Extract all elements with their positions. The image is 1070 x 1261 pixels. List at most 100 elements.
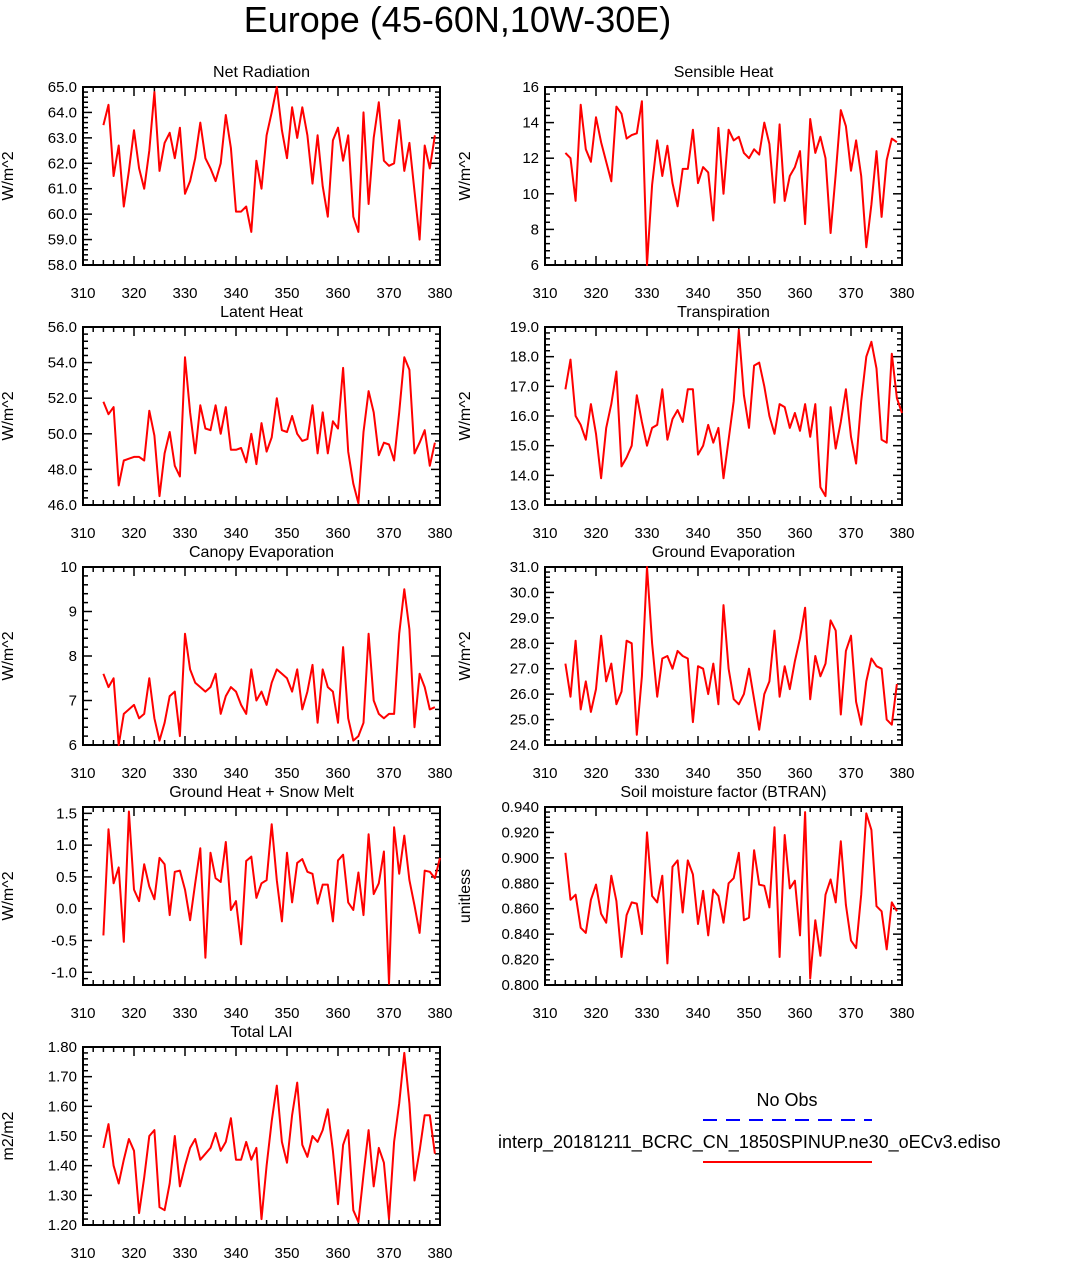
y-tick-label: 58.0 <box>48 257 77 274</box>
x-tick-label: 340 <box>685 765 710 782</box>
y-tick-label: 6 <box>69 737 77 754</box>
x-tick-label: 310 <box>532 285 557 302</box>
y-tick-label: 60.0 <box>48 206 77 223</box>
series-line <box>102 1051 436 1223</box>
x-tick-label: 310 <box>532 525 557 542</box>
chart-panel: Net Radiation 310 320 330 340 350 360 370 380 58.… <box>0 64 453 302</box>
x-tick-label: 380 <box>427 285 452 302</box>
x-tick-label: 370 <box>838 765 863 782</box>
chart-title: Soil moisture factor (BTRAN) <box>620 784 826 801</box>
x-tick-label: 380 <box>427 765 452 782</box>
x-tick-label: 320 <box>121 525 146 542</box>
x-tick-label: 370 <box>838 285 863 302</box>
y-tick-label: 61.0 <box>48 181 77 198</box>
y-axis-label: W/m^2 <box>0 151 17 200</box>
y-tick-label: 28.0 <box>510 635 539 652</box>
x-tick-label: 330 <box>634 1005 659 1022</box>
x-tick-label: 330 <box>172 285 197 302</box>
x-tick-label: 380 <box>427 1005 452 1022</box>
series-line <box>564 566 898 736</box>
y-tick-label: 29.0 <box>510 610 539 627</box>
x-tick-label: 370 <box>376 525 401 542</box>
x-tick-label: 340 <box>223 1005 248 1022</box>
chart-panel: Canopy Evaporation 310 320 330 340 350 360 370 3… <box>0 544 453 782</box>
y-tick-label: 12 <box>522 150 539 167</box>
y-tick-label: 16.0 <box>510 408 539 425</box>
y-axis-label: W/m^2 <box>0 391 17 440</box>
y-tick-label: 24.0 <box>510 737 539 754</box>
plot-frame <box>82 326 441 506</box>
x-tick-label: 370 <box>376 1245 401 1261</box>
y-tick-label: 26.0 <box>510 686 539 703</box>
x-tick-label: 380 <box>889 525 914 542</box>
chart-title: Sensible Heat <box>674 64 774 81</box>
x-tick-label: 310 <box>70 525 95 542</box>
y-axis-label: W/m^2 <box>0 631 17 680</box>
x-tick-label: 310 <box>70 1245 95 1261</box>
y-tick-label: 8 <box>69 648 77 665</box>
chart-panel: Latent Heat 310 320 330 340 350 360 370 380 46.0 4… <box>0 304 453 542</box>
y-tick-label: 0.820 <box>501 952 539 969</box>
y-tick-label: 52.0 <box>48 390 77 407</box>
y-tick-label: 0.880 <box>501 875 539 892</box>
x-tick-label: 330 <box>172 765 197 782</box>
chart-panel: Sensible Heat 310 320 330 340 350 360 370 380 6 8 1… <box>457 64 915 302</box>
y-tick-label: 15.0 <box>510 438 539 455</box>
y-axis-label: W/m^2 <box>0 871 17 920</box>
y-tick-label: 56.0 <box>48 319 77 336</box>
y-tick-label: 0.800 <box>501 977 539 994</box>
chart-title: Ground Heat + Snow Melt <box>169 784 354 801</box>
y-tick-label: 10 <box>60 559 77 576</box>
x-tick-label: 320 <box>121 1245 146 1261</box>
x-tick-label: 350 <box>736 1005 761 1022</box>
y-tick-label: 17.0 <box>510 378 539 395</box>
y-tick-label: 30.0 <box>510 584 539 601</box>
x-tick-label: 350 <box>274 1005 299 1022</box>
y-tick-label: 1.5 <box>56 805 77 822</box>
chart-panel: Total LAI 310 320 330 340 350 360 370 380 1.20 1.3… <box>0 1024 453 1261</box>
y-tick-label: 0.840 <box>501 926 539 943</box>
y-tick-label: 64.0 <box>48 104 77 121</box>
y-tick-label: 8 <box>531 221 539 238</box>
x-tick-label: 360 <box>325 765 350 782</box>
x-tick-label: 340 <box>223 1245 248 1261</box>
x-tick-label: 350 <box>274 1245 299 1261</box>
legend-model-label: interp_20181211_BCRC_CN_1850SPINUP.ne30_… <box>498 1132 1001 1153</box>
x-tick-label: 370 <box>376 1005 401 1022</box>
y-tick-label: 18.0 <box>510 349 539 366</box>
x-tick-label: 320 <box>121 765 146 782</box>
x-tick-label: 310 <box>70 765 95 782</box>
y-tick-label: 10 <box>522 186 539 203</box>
y-tick-label: 1.80 <box>48 1039 77 1056</box>
y-tick-label: 16 <box>522 79 539 96</box>
x-tick-label: 340 <box>685 525 710 542</box>
y-tick-label: 14 <box>522 115 539 132</box>
y-tick-label: -1.0 <box>51 964 77 981</box>
chart-title: Total LAI <box>230 1024 292 1041</box>
y-tick-label: 0.920 <box>501 824 539 841</box>
x-tick-label: 320 <box>121 1005 146 1022</box>
y-tick-label: 1.40 <box>48 1158 77 1175</box>
chart-title: Canopy Evaporation <box>189 544 334 561</box>
series-line <box>564 100 898 266</box>
y-tick-label: 31.0 <box>510 559 539 576</box>
x-tick-label: 310 <box>70 285 95 302</box>
chart-title: Latent Heat <box>220 304 303 321</box>
series-line <box>564 329 903 498</box>
x-tick-label: 380 <box>889 1005 914 1022</box>
y-tick-label: 0.940 <box>501 799 539 816</box>
chart-title: Transpiration <box>677 304 770 321</box>
x-tick-label: 350 <box>736 525 761 542</box>
main-title: Europe (45-60N,10W-30E) <box>243 0 672 40</box>
x-tick-label: 340 <box>223 525 248 542</box>
y-tick-label: 1.50 <box>48 1128 77 1145</box>
plot-frame <box>544 86 903 266</box>
y-tick-label: 62.0 <box>48 155 77 172</box>
x-tick-label: 350 <box>736 765 761 782</box>
y-tick-label: 0.5 <box>56 869 77 886</box>
x-tick-label: 330 <box>634 285 659 302</box>
x-tick-label: 330 <box>172 1245 197 1261</box>
x-tick-label: 380 <box>427 1245 452 1261</box>
x-tick-label: 370 <box>838 1005 863 1022</box>
y-axis-label: m2/m2 <box>0 1111 17 1160</box>
